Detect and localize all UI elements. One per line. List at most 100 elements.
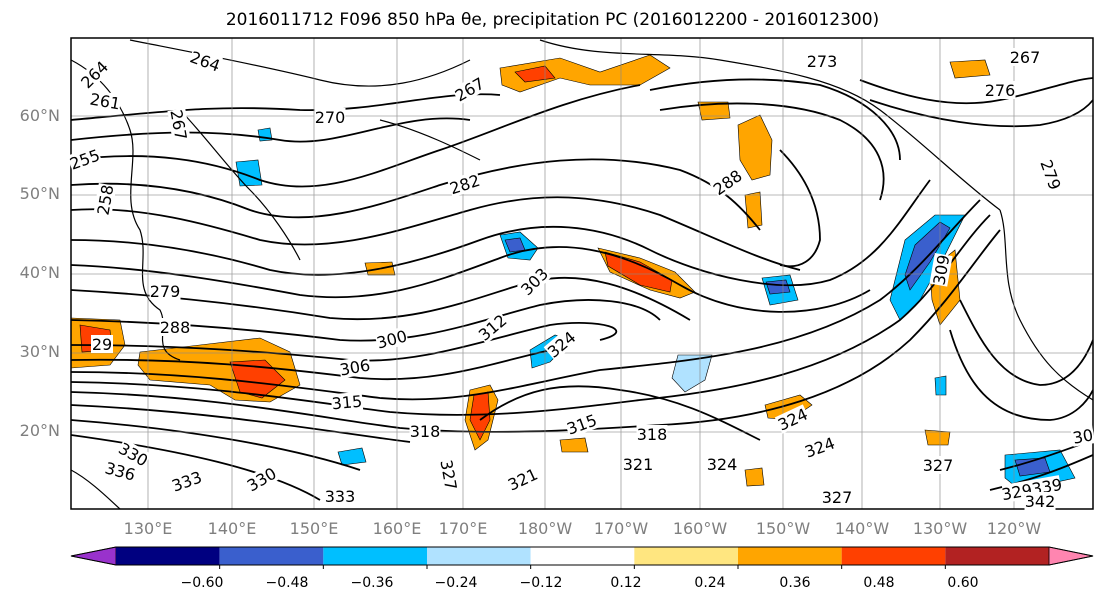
contour-label: 327 (923, 456, 954, 475)
contour-label-background (187, 47, 223, 75)
contour-label: 315 (331, 392, 363, 414)
contour-label: 324 (707, 455, 738, 474)
colorbar-swatch (427, 547, 531, 565)
map-title: 2016011712 F096 850 hPa θe, precipitatio… (225, 10, 880, 30)
contour-label-background (1024, 492, 1056, 510)
lon-label-160w: 160°W (672, 519, 728, 538)
theta-e-contours (71, 77, 1093, 501)
contour-label-background (149, 282, 181, 300)
contour-label-background (1037, 157, 1065, 193)
contour-label-background (1001, 475, 1062, 503)
map-content (71, 39, 1093, 509)
contour-label-background (76, 56, 112, 92)
colorbar-tick: −0.24 (434, 575, 478, 591)
contour-label-background (774, 404, 811, 434)
colorbar-tick: −0.48 (265, 575, 309, 591)
contour-label-background (93, 182, 117, 217)
contour-label: 321 (623, 455, 654, 474)
contour-label-background (564, 410, 600, 438)
colorbar-extend-low (70, 546, 117, 566)
contour-label: 342 (1025, 492, 1056, 511)
colorbar-tick: 0.24 (694, 575, 726, 591)
contour-label-background (1009, 48, 1041, 66)
contour-label-background (169, 467, 205, 495)
contour-label-background (91, 335, 113, 353)
contour-label-background (821, 488, 853, 506)
colorbar-tick: −0.60 (180, 575, 224, 591)
contour-label: 30 (1071, 425, 1094, 447)
lon-label-130e: 130°E (123, 519, 173, 538)
contour-label-background (88, 89, 123, 113)
lon-label-130w: 130°W (912, 519, 968, 538)
colorbar-swatch (738, 547, 842, 565)
contour-label-background (67, 145, 103, 173)
contour-label-background (709, 165, 746, 199)
lat-label-50n: 50°N (19, 184, 60, 203)
colorbar-outline (70, 546, 1094, 566)
contour-label-background (706, 455, 738, 473)
colorbar-extend-high (1048, 546, 1094, 566)
contour-label-background (102, 458, 138, 484)
colorbar-tick: 0.12 (610, 575, 642, 591)
contour-label-background (1070, 425, 1096, 447)
colorbar-tick: 0.60 (947, 575, 979, 591)
contour-label-background (516, 263, 552, 299)
contour-label: 276 (985, 81, 1016, 100)
colorbar-tick: 0.36 (779, 575, 811, 591)
lon-label-140w: 140°W (834, 519, 890, 538)
contour-label: 267 (1010, 48, 1041, 67)
contour-label: 327 (822, 488, 853, 507)
contour-label-background (409, 422, 441, 440)
lon-label-150e: 150°E (289, 519, 339, 538)
contour-label-background (314, 108, 346, 126)
contour-label: 29 (92, 335, 112, 354)
lat-label-20n: 20°N (19, 421, 60, 440)
contour-label-background (324, 487, 356, 505)
colorbar-swatch (219, 547, 324, 565)
lon-label-170e: 170°E (438, 519, 488, 538)
contour-label-background (243, 463, 280, 495)
contour-label-background (984, 81, 1016, 99)
contour-label: 288 (160, 318, 191, 337)
contour-label-background (806, 52, 838, 70)
lon-label-170w: 170°W (593, 519, 649, 538)
contour-label-background (929, 252, 953, 287)
contour-label-background (543, 327, 580, 362)
contour-label-background (447, 170, 483, 198)
map-frame (70, 37, 1094, 510)
lat-label-40n: 40°N (19, 263, 60, 282)
lon-label-180w: 180°W (517, 519, 573, 538)
contour-label-background (802, 433, 838, 461)
contour-label: 270 (315, 108, 346, 127)
positive-shading (71, 54, 991, 487)
colorbar-tick: −0.36 (350, 575, 394, 591)
contour-label-background (504, 464, 541, 494)
colorbar-swatch (945, 547, 1049, 565)
colorbar-tick: 0.48 (863, 575, 895, 591)
colorbar-swatch (841, 547, 946, 565)
contour-label-background (330, 391, 364, 413)
contour-label-background (451, 73, 488, 105)
contour-label-background (474, 310, 511, 345)
contour-label-background (167, 107, 191, 142)
colorbar (70, 546, 1094, 569)
contour-label-background (636, 425, 668, 443)
lat-label-60n: 60°N (19, 106, 60, 125)
colorbar-tick: −0.12 (519, 575, 563, 591)
contour-label-background (374, 326, 410, 352)
colorbar-swatch (530, 547, 635, 565)
lat-label-30n: 30°N (19, 342, 60, 361)
lon-label-160e: 160°E (372, 519, 422, 538)
colorbar-swatch (634, 547, 738, 565)
contour-label: 273 (807, 52, 838, 71)
lon-label-150w: 150°W (755, 519, 811, 538)
contour-label-background (337, 355, 372, 379)
contour-label: 318 (410, 422, 441, 441)
colorbar-swatch (323, 547, 427, 565)
contour-label-background (922, 456, 954, 474)
contour-label: 333 (325, 487, 356, 506)
contour-label: 279 (150, 282, 181, 301)
contour-label-background (115, 438, 152, 470)
